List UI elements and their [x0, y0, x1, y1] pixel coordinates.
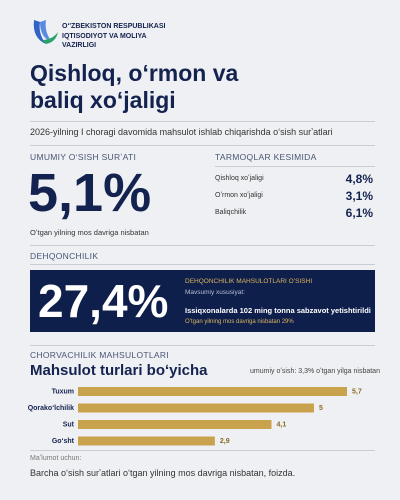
- sector-name: Oʻrmon xoʻjaligi: [215, 192, 263, 199]
- big-value: 5,1%: [28, 163, 152, 223]
- box-highlight: Issiqxonalarda 102 ming tonna sabzavot y…: [185, 306, 371, 315]
- sector-name: Baliqchilik: [215, 209, 247, 216]
- category-label: Sut: [63, 421, 75, 428]
- value-label: 5: [319, 405, 323, 412]
- chart-subtitle: umumiy oʻsish: 3,3% oʻtgan yilga nisbata…: [250, 368, 380, 375]
- bar-chart: Tuxum 5,7 Qorakoʻlchilik 5 Sut 4,1 Goʻsht 2,9: [28, 387, 362, 446]
- sector-value: 4,8%: [345, 172, 373, 186]
- title-line: baliq xoʻjaligi: [30, 87, 176, 113]
- category-label: Tuxum: [52, 388, 74, 395]
- bar: [78, 420, 272, 429]
- footer-label: Maʼlumot uchun:: [30, 455, 82, 462]
- box-detail: Oʻtgan yilning mos davriga nisbatan 29%: [185, 319, 294, 325]
- logo-icon: [33, 20, 58, 44]
- title-line: Qishloq, oʻrmon va: [30, 60, 239, 86]
- sector-name: Qishloq xoʻjaligi: [215, 175, 264, 182]
- bar: [78, 387, 347, 396]
- value-label: 5,7: [352, 388, 362, 395]
- value-label: 4,1: [276, 421, 286, 428]
- caption: Oʻtgan yilning mos davriga nisbatan: [30, 228, 149, 237]
- divider: [30, 245, 375, 246]
- divider: [30, 121, 375, 122]
- divider: [215, 166, 375, 167]
- section-heading: DEHQONCHILIK: [30, 251, 99, 261]
- highlight-box: [30, 270, 375, 332]
- bar: [78, 436, 215, 446]
- divider: [30, 345, 375, 346]
- bar: [78, 403, 314, 413]
- chart-title: Mahsulot turlari boʻyicha: [30, 362, 208, 379]
- footer-text: Barcha oʻsish surʼatlari oʻtgan yilning …: [30, 468, 296, 478]
- box-note: Mavsumiy xususiyat:: [185, 289, 245, 296]
- divider: [30, 264, 375, 265]
- box-label: DEHQONCHILIK MAHSULOTLARI OʻSISHI: [185, 278, 313, 285]
- section-heading: TARMOQLAR KESIMIDA: [215, 152, 317, 162]
- category-label: Qorakoʻlchilik: [28, 404, 74, 412]
- logo-line: IQTISODIYOT VA MOLIYA: [62, 32, 147, 40]
- big-value: 27,4%: [38, 275, 169, 327]
- sector-value: 3,1%: [345, 189, 373, 203]
- sector-value: 6,1%: [345, 206, 373, 220]
- section-heading: UMUMIY OʻSISH SURʼATI: [30, 152, 137, 162]
- category-label: Goʻsht: [52, 437, 75, 445]
- divider: [30, 450, 375, 451]
- value-label: 2,9: [220, 438, 230, 445]
- section-heading: CHORVACHILIK MAHSULOTLARI: [30, 350, 169, 360]
- logo-line: Oʻ'ZBEKISTON RESPUBLIKASI: [62, 23, 166, 30]
- title: Qishloq, oʻrmon va baliq xoʻjaligi: [30, 60, 238, 114]
- logo-line: VAZIRLIGI: [62, 42, 97, 49]
- subtitle: 2026-yilning I choragi davomida mahsulot…: [30, 127, 333, 137]
- logo-text: Oʻ'ZBEKISTON RESPUBLIKASI IQTISODIYOT VA…: [62, 22, 165, 51]
- divider: [30, 145, 375, 146]
